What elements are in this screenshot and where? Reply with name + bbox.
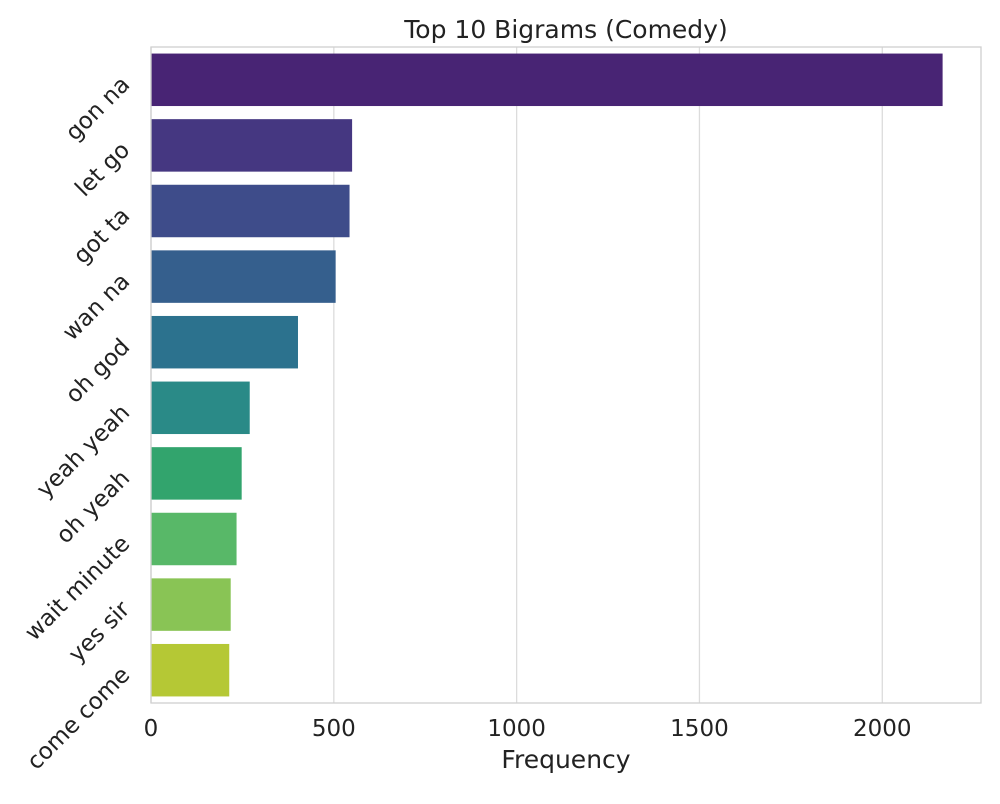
y-tick-label: come come xyxy=(22,662,135,775)
bar xyxy=(151,250,336,303)
x-tick-label: 1500 xyxy=(670,716,729,742)
x-tick-label: 2000 xyxy=(853,716,912,742)
x-tick-labels: 0 500 1000 1500 2000 xyxy=(144,716,912,742)
bar xyxy=(151,184,350,238)
bar xyxy=(151,512,237,566)
bar xyxy=(151,315,298,369)
plot-frame xyxy=(150,46,982,704)
y-tick-label: let go xyxy=(71,137,136,202)
bar xyxy=(151,53,943,107)
bar xyxy=(151,119,353,172)
x-tick-label: 0 xyxy=(144,716,159,742)
bar xyxy=(151,381,250,435)
x-tick-label: 1000 xyxy=(487,716,546,742)
bar xyxy=(151,578,231,631)
bar xyxy=(151,447,242,500)
bars xyxy=(151,53,943,697)
bar xyxy=(151,643,230,697)
x-tick-label: 500 xyxy=(312,716,356,742)
y-tick-label: got ta xyxy=(69,203,136,270)
plot-border xyxy=(150,46,982,704)
chart-title: Top 10 Bigrams (Comedy) xyxy=(403,15,727,44)
y-tick-label: wan na xyxy=(58,268,135,345)
x-axis-label: Frequency xyxy=(501,745,630,774)
y-tick-label: gon na xyxy=(61,72,135,146)
y-tick-label: oh god xyxy=(61,334,135,408)
